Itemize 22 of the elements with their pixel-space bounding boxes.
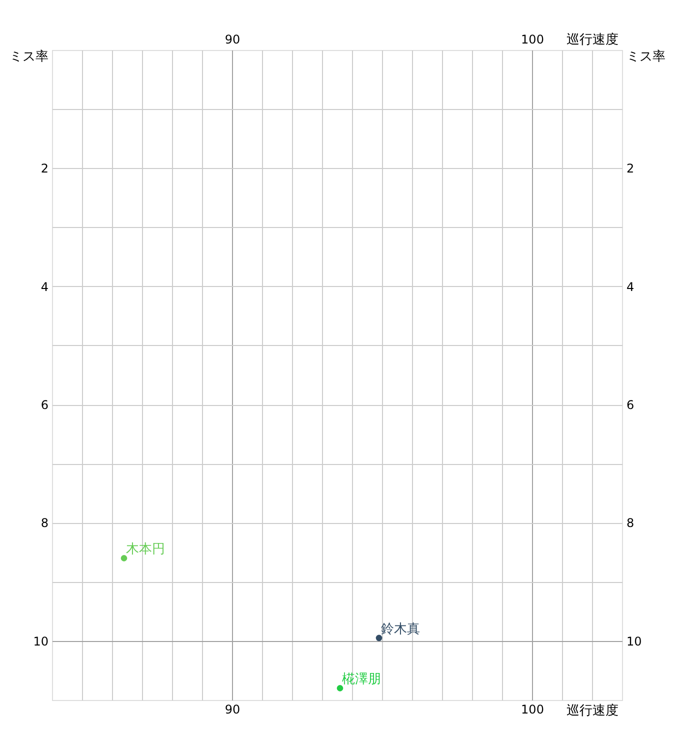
- point: [376, 634, 382, 642]
- y-tick-label: 2: [40, 162, 48, 176]
- x2-axis-title: 巡行速度: [566, 32, 618, 48]
- point: [120, 555, 128, 562]
- y2-tick-label: 4: [626, 280, 634, 294]
- y-tick-label: 4: [40, 280, 48, 294]
- x-axis-title: 巡行速度: [566, 702, 618, 718]
- y-tick-label: 8: [40, 516, 48, 530]
- y2-tick-label: 6: [626, 398, 634, 412]
- y2-axis-title: ミス率: [626, 48, 666, 64]
- y-axis-title: ミス率: [10, 48, 48, 64]
- y2-tick-label: 8: [626, 516, 634, 530]
- series-label: 木本円: [126, 542, 165, 558]
- y-tick-label: 6: [40, 398, 48, 412]
- x2-tick-label: 100: [521, 32, 544, 46]
- point: [336, 685, 344, 692]
- y-tick-label: 10: [33, 634, 48, 648]
- series-label: 鈴木真: [381, 622, 420, 637]
- y2-tick-label: 10: [626, 634, 642, 648]
- x2-tick-label: 90: [224, 32, 240, 46]
- y2-tick-label: 2: [626, 162, 634, 176]
- series-label: 椛澤朋: [342, 672, 381, 688]
